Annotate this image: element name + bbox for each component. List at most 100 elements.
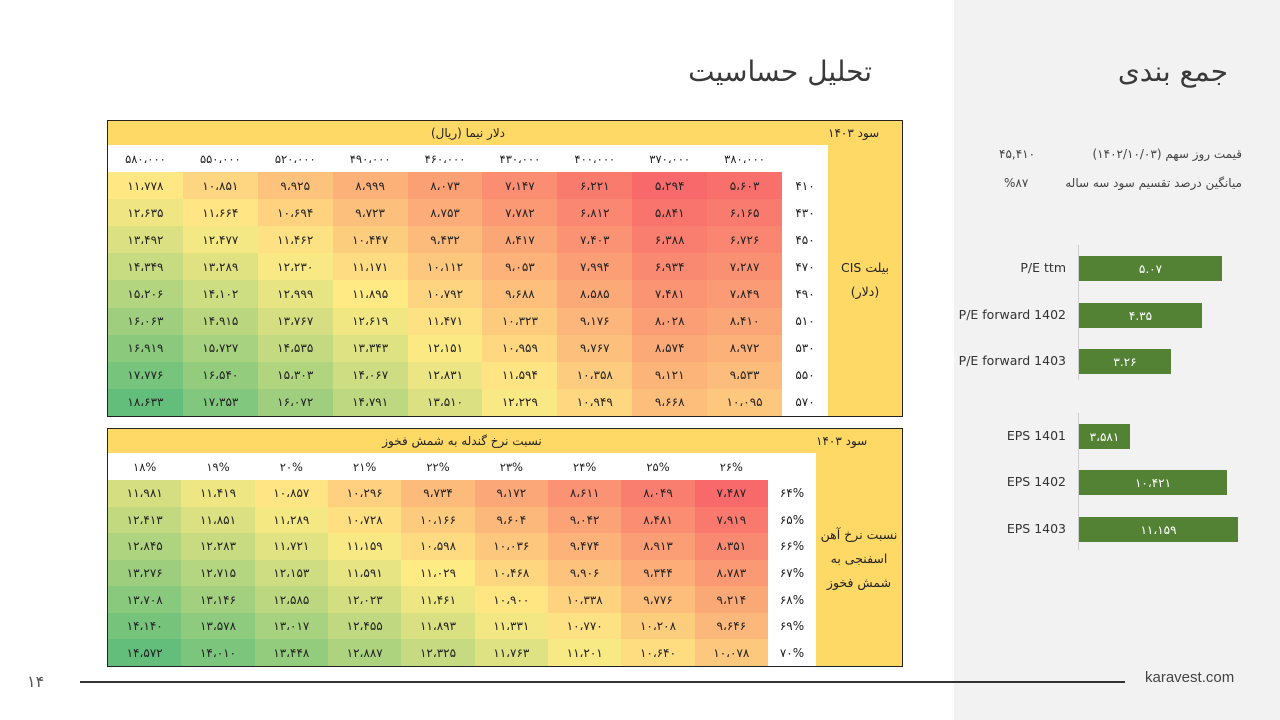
table-cell: ۱۲،۴۵۵ (328, 612, 402, 640)
page-number: ۱۴ (27, 672, 45, 691)
table-cell: ۱۱،۴۶۲ (257, 226, 333, 254)
dividend-label: میانگین درصد تقسیم سود سه ساله (1065, 176, 1242, 190)
bar-label: P/E ttm (1020, 260, 1066, 275)
sensitivity-table-dollar: سود ۱۴۰۳ دلار نیما (ریال) بیلت CIS (دلار) ۳۸… (107, 120, 903, 417)
row-header: ۵۳۰ (782, 334, 828, 362)
table-cell: ۱۰،۷۹۲ (407, 280, 483, 308)
row-header: ۶۷% (768, 559, 816, 587)
table-cell: ۱۱،۶۶۴ (182, 199, 258, 227)
table-cell: ۱۲،۶۳۵ (108, 199, 183, 227)
table-cell: ۱۰،۷۲۸ (328, 506, 402, 534)
table-cell: ۸،۰۴۹ (621, 480, 695, 507)
column-header: ۲۴% (548, 453, 622, 480)
column-header: ۲۳% (474, 453, 548, 480)
table-cell: ۱۱،۷۷۸ (108, 172, 183, 200)
table-cell: ۱۲،۹۹۹ (257, 280, 333, 308)
column-header: ۳۷۰،۰۰۰ (632, 145, 708, 172)
table-cell: ۱۱،۴۱۹ (181, 480, 255, 507)
column-header: ۲۶% (694, 453, 768, 480)
column-header: ۴۳۰،۰۰۰ (482, 145, 558, 172)
table-cell: ۱۳،۰۱۷ (254, 612, 328, 640)
table-cell: ۸،۰۲۸ (632, 307, 708, 335)
row-header: ۶۵% (768, 506, 816, 534)
column-header: ۲۰% (254, 453, 328, 480)
table-top-header: دلار نیما (ریال) (430, 126, 506, 140)
table-cell: ۶،۷۲۶ (707, 226, 782, 254)
table-corner-label: سود ۱۴۰۳ (816, 434, 868, 448)
table-cell: ۹،۴۷۴ (548, 533, 622, 560)
table-cell: ۱۵،۳۰۳ (257, 361, 333, 389)
table-cell: ۸،۴۱۷ (482, 226, 558, 254)
table-cell: ۱۱،۴۷۱ (407, 307, 483, 335)
table-cell: ۱۰،۱۱۲ (407, 253, 483, 281)
table-cell: ۱۴،۰۱۰ (181, 639, 255, 666)
table-cell: ۶،۳۸۸ (632, 226, 708, 254)
table-cell: ۱۴،۵۳۵ (257, 334, 333, 362)
table-cell: ۱۳،۲۷۶ (108, 559, 182, 587)
column-header: ۱۸% (108, 453, 182, 480)
table-cell: ۸،۳۵۱ (694, 533, 768, 560)
table-cell: ۱۲،۸۴۵ (108, 533, 182, 560)
table-cell: ۸،۹۹۹ (332, 172, 408, 200)
table-cell: ۱۵،۲۰۶ (108, 280, 183, 308)
table-cell: ۹،۶۸۸ (482, 280, 558, 308)
site-link[interactable]: karavest.com (1145, 669, 1235, 686)
bar: ۱۰،۴۲۱ (1079, 470, 1227, 495)
sensitivity-table-ratio: سود ۱۴۰۳ نسبت نرخ گندله به شمش فخوز نسبت ن… (107, 428, 903, 667)
table-cell: ۹،۷۳۴ (401, 480, 475, 507)
table-cell: ۱۳،۵۷۸ (181, 612, 255, 640)
row-header: ۴۹۰ (782, 280, 828, 308)
table-cell: ۵،۶۰۳ (707, 172, 782, 200)
table-cell: ۱۲،۰۲۳ (328, 586, 402, 613)
table-cell: ۹،۹۲۵ (257, 172, 333, 200)
table-cell: ۱۲،۱۵۱ (407, 334, 483, 362)
table-cell: ۸،۰۷۳ (407, 172, 483, 200)
table-cell: ۱۱،۱۵۹ (328, 533, 402, 560)
table-cell: ۱۲،۱۵۳ (254, 559, 328, 587)
table-cell: ۹،۴۳۲ (407, 226, 483, 254)
table-cell: ۱۱،۸۵۱ (181, 506, 255, 534)
table-cell: ۹،۷۷۶ (621, 586, 695, 613)
bar: ۳.۲۶ (1079, 349, 1171, 374)
table-cell: ۱۱،۲۰۱ (548, 639, 622, 666)
table-cell: ۱۶،۹۱۹ (108, 334, 183, 362)
bar-row: ۴.۳۵ (1079, 303, 1202, 328)
footer-divider (80, 681, 1125, 683)
table-cell: ۷،۴۸۱ (632, 280, 708, 308)
column-header: ۲۱% (328, 453, 402, 480)
table-cell: ۱۴،۵۷۲ (108, 639, 182, 666)
table-cell: ۱۰،۰۳۶ (474, 533, 548, 560)
table-cell: ۱۳،۱۴۶ (181, 586, 255, 613)
table-cell: ۱۰،۴۴۷ (332, 226, 408, 254)
table-cell: ۱۰،۳۲۳ (482, 307, 558, 335)
table-cell: ۷،۷۸۲ (482, 199, 558, 227)
table-cell: ۸،۹۷۲ (707, 334, 782, 362)
table-cell: ۱۰،۳۳۸ (548, 586, 622, 613)
table-cell: ۹،۱۷۶ (557, 307, 633, 335)
summary-title: جمع بندی (1117, 55, 1228, 88)
table-cell: ۱۱،۳۳۱ (474, 612, 548, 640)
table-corner-label: سود ۱۴۰۳ (828, 126, 880, 140)
table-cell: ۱۱،۷۶۳ (474, 639, 548, 666)
table-cell: ۱۰،۹۵۹ (482, 334, 558, 362)
row-header: ۷۰% (768, 639, 816, 666)
column-header: ۲۵% (621, 453, 695, 480)
table-cell: ۱۳،۵۱۰ (407, 388, 483, 416)
table-cell: ۹،۲۱۴ (694, 586, 768, 613)
table-cell: ۸،۴۸۱ (621, 506, 695, 534)
table-cell: ۱۱،۷۲۱ (254, 533, 328, 560)
table-cell: ۷،۲۸۷ (707, 253, 782, 281)
table-cell: ۹،۷۲۳ (332, 199, 408, 227)
bar-row: ۱۱،۱۵۹ (1079, 517, 1238, 542)
table-cell: ۷،۸۴۹ (707, 280, 782, 308)
bar: ۳،۵۸۱ (1079, 424, 1130, 449)
table-cell: ۸،۷۸۳ (694, 559, 768, 587)
table-cell: ۱۰،۹۰۰ (474, 586, 548, 613)
table-cell: ۹،۱۲۱ (632, 361, 708, 389)
header-blank (768, 453, 816, 480)
table-cell: ۱۲،۲۲۹ (482, 388, 558, 416)
table-cell: ۹،۱۷۲ (474, 480, 548, 507)
sensitivity-title: تحلیل حساسیت (688, 55, 872, 88)
table-cell: ۱۰،۱۶۶ (401, 506, 475, 534)
table-cell: ۱۳،۳۴۳ (332, 334, 408, 362)
